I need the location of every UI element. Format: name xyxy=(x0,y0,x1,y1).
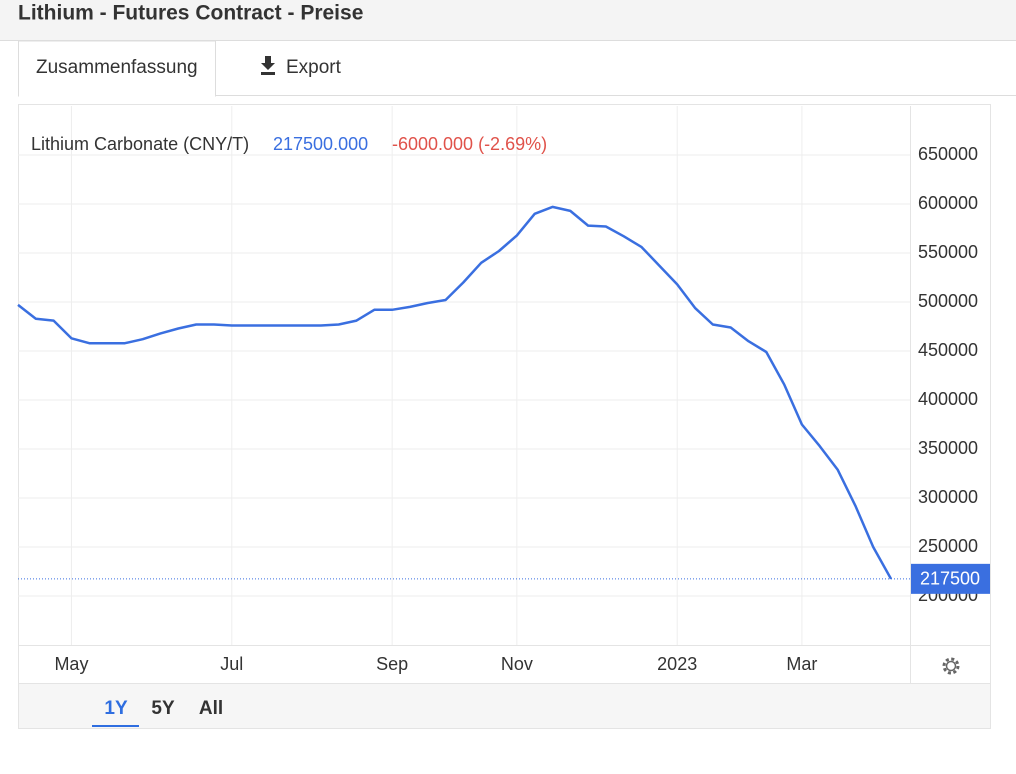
x-tick-label: Nov xyxy=(501,654,533,674)
legend-name: Lithium Carbonate (CNY/T) xyxy=(31,134,249,154)
price-line xyxy=(17,205,893,580)
y-tick-label: 650000 xyxy=(918,144,978,164)
legend-change: -6000.000 (-2.69%) xyxy=(392,134,547,154)
y-tick-label: 350000 xyxy=(918,438,978,458)
x-tick-label: 2023 xyxy=(657,654,697,674)
range-button[interactable]: 5Y xyxy=(151,698,175,719)
y-tick-label: 550000 xyxy=(918,242,978,262)
tab-cover xyxy=(19,90,215,98)
x-tick-label: Sep xyxy=(376,654,408,674)
chart-frame xyxy=(18,104,991,729)
range-button[interactable]: All xyxy=(199,698,223,719)
settings-icon[interactable] xyxy=(942,657,960,675)
legend-value: 217500.000 xyxy=(273,134,368,154)
tab-active[interactable] xyxy=(18,40,216,97)
y-tick-label: 600000 xyxy=(918,193,978,213)
x-tick-label: Jul xyxy=(220,654,243,674)
x-tick-label: May xyxy=(54,654,88,674)
x-tick-label: Mar xyxy=(786,654,817,674)
range-bar xyxy=(19,684,990,728)
tab-label[interactable]: Export xyxy=(286,57,342,78)
y-tick-label: 450000 xyxy=(918,340,978,360)
y-tick-label: 250000 xyxy=(918,536,978,556)
tab-label[interactable]: Zusammenfassung xyxy=(36,57,198,78)
last-value-label: 217500 xyxy=(920,569,980,589)
y-tick-label: 500000 xyxy=(918,291,978,311)
range-button[interactable]: 1Y xyxy=(104,698,128,719)
y-tick-label: 300000 xyxy=(918,487,978,507)
last-value-box xyxy=(911,563,990,594)
download-icon xyxy=(261,56,275,75)
y-tick-label: 400000 xyxy=(918,389,978,409)
page-title: Lithium - Futures Contract - Preise xyxy=(18,2,363,25)
header-bar xyxy=(0,0,1016,40)
